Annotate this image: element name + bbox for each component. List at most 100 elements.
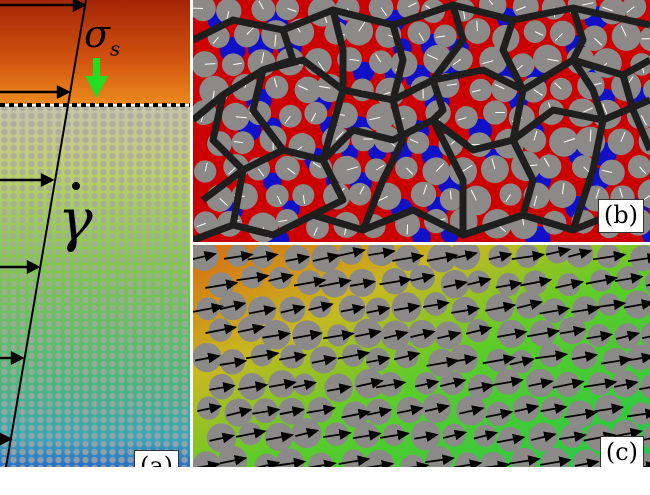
grain [395, 156, 418, 180]
grain-orientation [620, 25, 627, 37]
grain [481, 155, 509, 184]
velocity-vector [268, 272, 295, 284]
grain-orientation [196, 222, 206, 228]
grain-orientation [375, 53, 382, 63]
grain-orientation [491, 158, 496, 170]
force-arrow-icon [85, 58, 108, 98]
grain-orientation [640, 115, 647, 126]
velocity-vector [195, 460, 221, 467]
velocity-vector [424, 403, 450, 414]
velocity-vector [574, 458, 600, 467]
force-network-panel: (b) [193, 0, 650, 242]
velocity-vector [414, 378, 440, 390]
velocity-vector [425, 454, 456, 466]
grain [208, 373, 235, 400]
shear-cell-figure [0, 0, 190, 467]
velocity-vector [614, 273, 644, 284]
velocity-vector [535, 350, 569, 361]
shear-rate-symbol: γ [58, 186, 93, 254]
grain-orientation [408, 2, 417, 8]
grain [640, 374, 650, 399]
velocity-vector [593, 299, 627, 311]
grain [640, 322, 650, 348]
velocity-vector [642, 335, 650, 340]
velocity-vector [392, 252, 425, 263]
velocity-vector [366, 354, 391, 366]
grain-orientation [533, 130, 538, 141]
grain-orientation [620, 131, 626, 142]
velocity-vector [279, 406, 306, 417]
velocity-vector [366, 305, 391, 316]
velocity-vector [340, 303, 366, 315]
grain-orientation [287, 8, 297, 12]
velocity-vector [197, 403, 223, 414]
grain-orientation [626, 6, 635, 13]
velocity-vector [437, 330, 462, 341]
velocity-vector [337, 349, 371, 361]
grain-orientation [235, 116, 247, 119]
grain-orientation [452, 58, 462, 66]
velocity-vector [509, 455, 541, 466]
force-chain [193, 56, 650, 123]
velocity-vector [235, 427, 267, 439]
grain-orientation [533, 89, 543, 96]
velocity-vector [247, 251, 279, 262]
velocity-vector [638, 386, 650, 391]
velocity-vector [274, 457, 307, 467]
velocity-vector [327, 383, 352, 395]
velocity-vector [615, 330, 641, 342]
grain-orientation [543, 157, 550, 167]
velocity-vector [252, 405, 281, 417]
velocity-vector [640, 437, 650, 442]
velocity-vector [205, 323, 238, 335]
grain [622, 0, 647, 19]
velocity-vector [307, 459, 337, 467]
grain-orientation [482, 60, 494, 65]
grain-orientation [212, 36, 220, 45]
velocity-vector [545, 246, 572, 258]
velocity-vector [356, 377, 384, 389]
grain [219, 349, 246, 375]
velocity-vector [352, 430, 382, 441]
velocity-vector [439, 377, 467, 389]
velocity-vector [540, 403, 568, 415]
velocity-vector [383, 329, 409, 341]
grain-orientation [447, 83, 457, 86]
velocity-vector [414, 431, 439, 442]
force-chain [311, 9, 347, 219]
grain-orientation [595, 188, 600, 199]
force-chain [359, 24, 407, 232]
velocity-vector [265, 431, 295, 443]
grain-orientation [261, 52, 265, 64]
velocity-vector [526, 327, 561, 339]
force-network-figure [193, 0, 650, 242]
grain-orientation [233, 140, 243, 144]
velocity-vector [295, 427, 320, 439]
grain [366, 103, 395, 132]
grain-orientation [602, 6, 613, 12]
grain [251, 0, 276, 22]
grain [265, 184, 289, 208]
velocity-vector [308, 301, 334, 312]
grain-orientation [581, 2, 594, 6]
velocity-vector [219, 454, 248, 466]
grain [572, 296, 598, 323]
velocity-vector [368, 247, 396, 259]
grain-orientation [359, 185, 365, 195]
velocity-vector [355, 328, 382, 339]
velocity-vector [558, 431, 587, 443]
grain-orientation [274, 34, 277, 47]
grain [433, 24, 457, 48]
grain-orientation [488, 0, 494, 6]
velocity-vector [626, 408, 650, 420]
velocity-vector [442, 429, 468, 441]
grain [275, 0, 300, 21]
grain-orientation [476, 20, 478, 32]
velocity-vector [205, 279, 239, 290]
grain-orientation [462, 9, 466, 20]
grain-orientation [602, 103, 608, 115]
velocity-vector [349, 278, 376, 289]
grain-orientation [313, 227, 318, 237]
velocity-vector [613, 379, 639, 390]
force-chains [193, 1, 650, 242]
